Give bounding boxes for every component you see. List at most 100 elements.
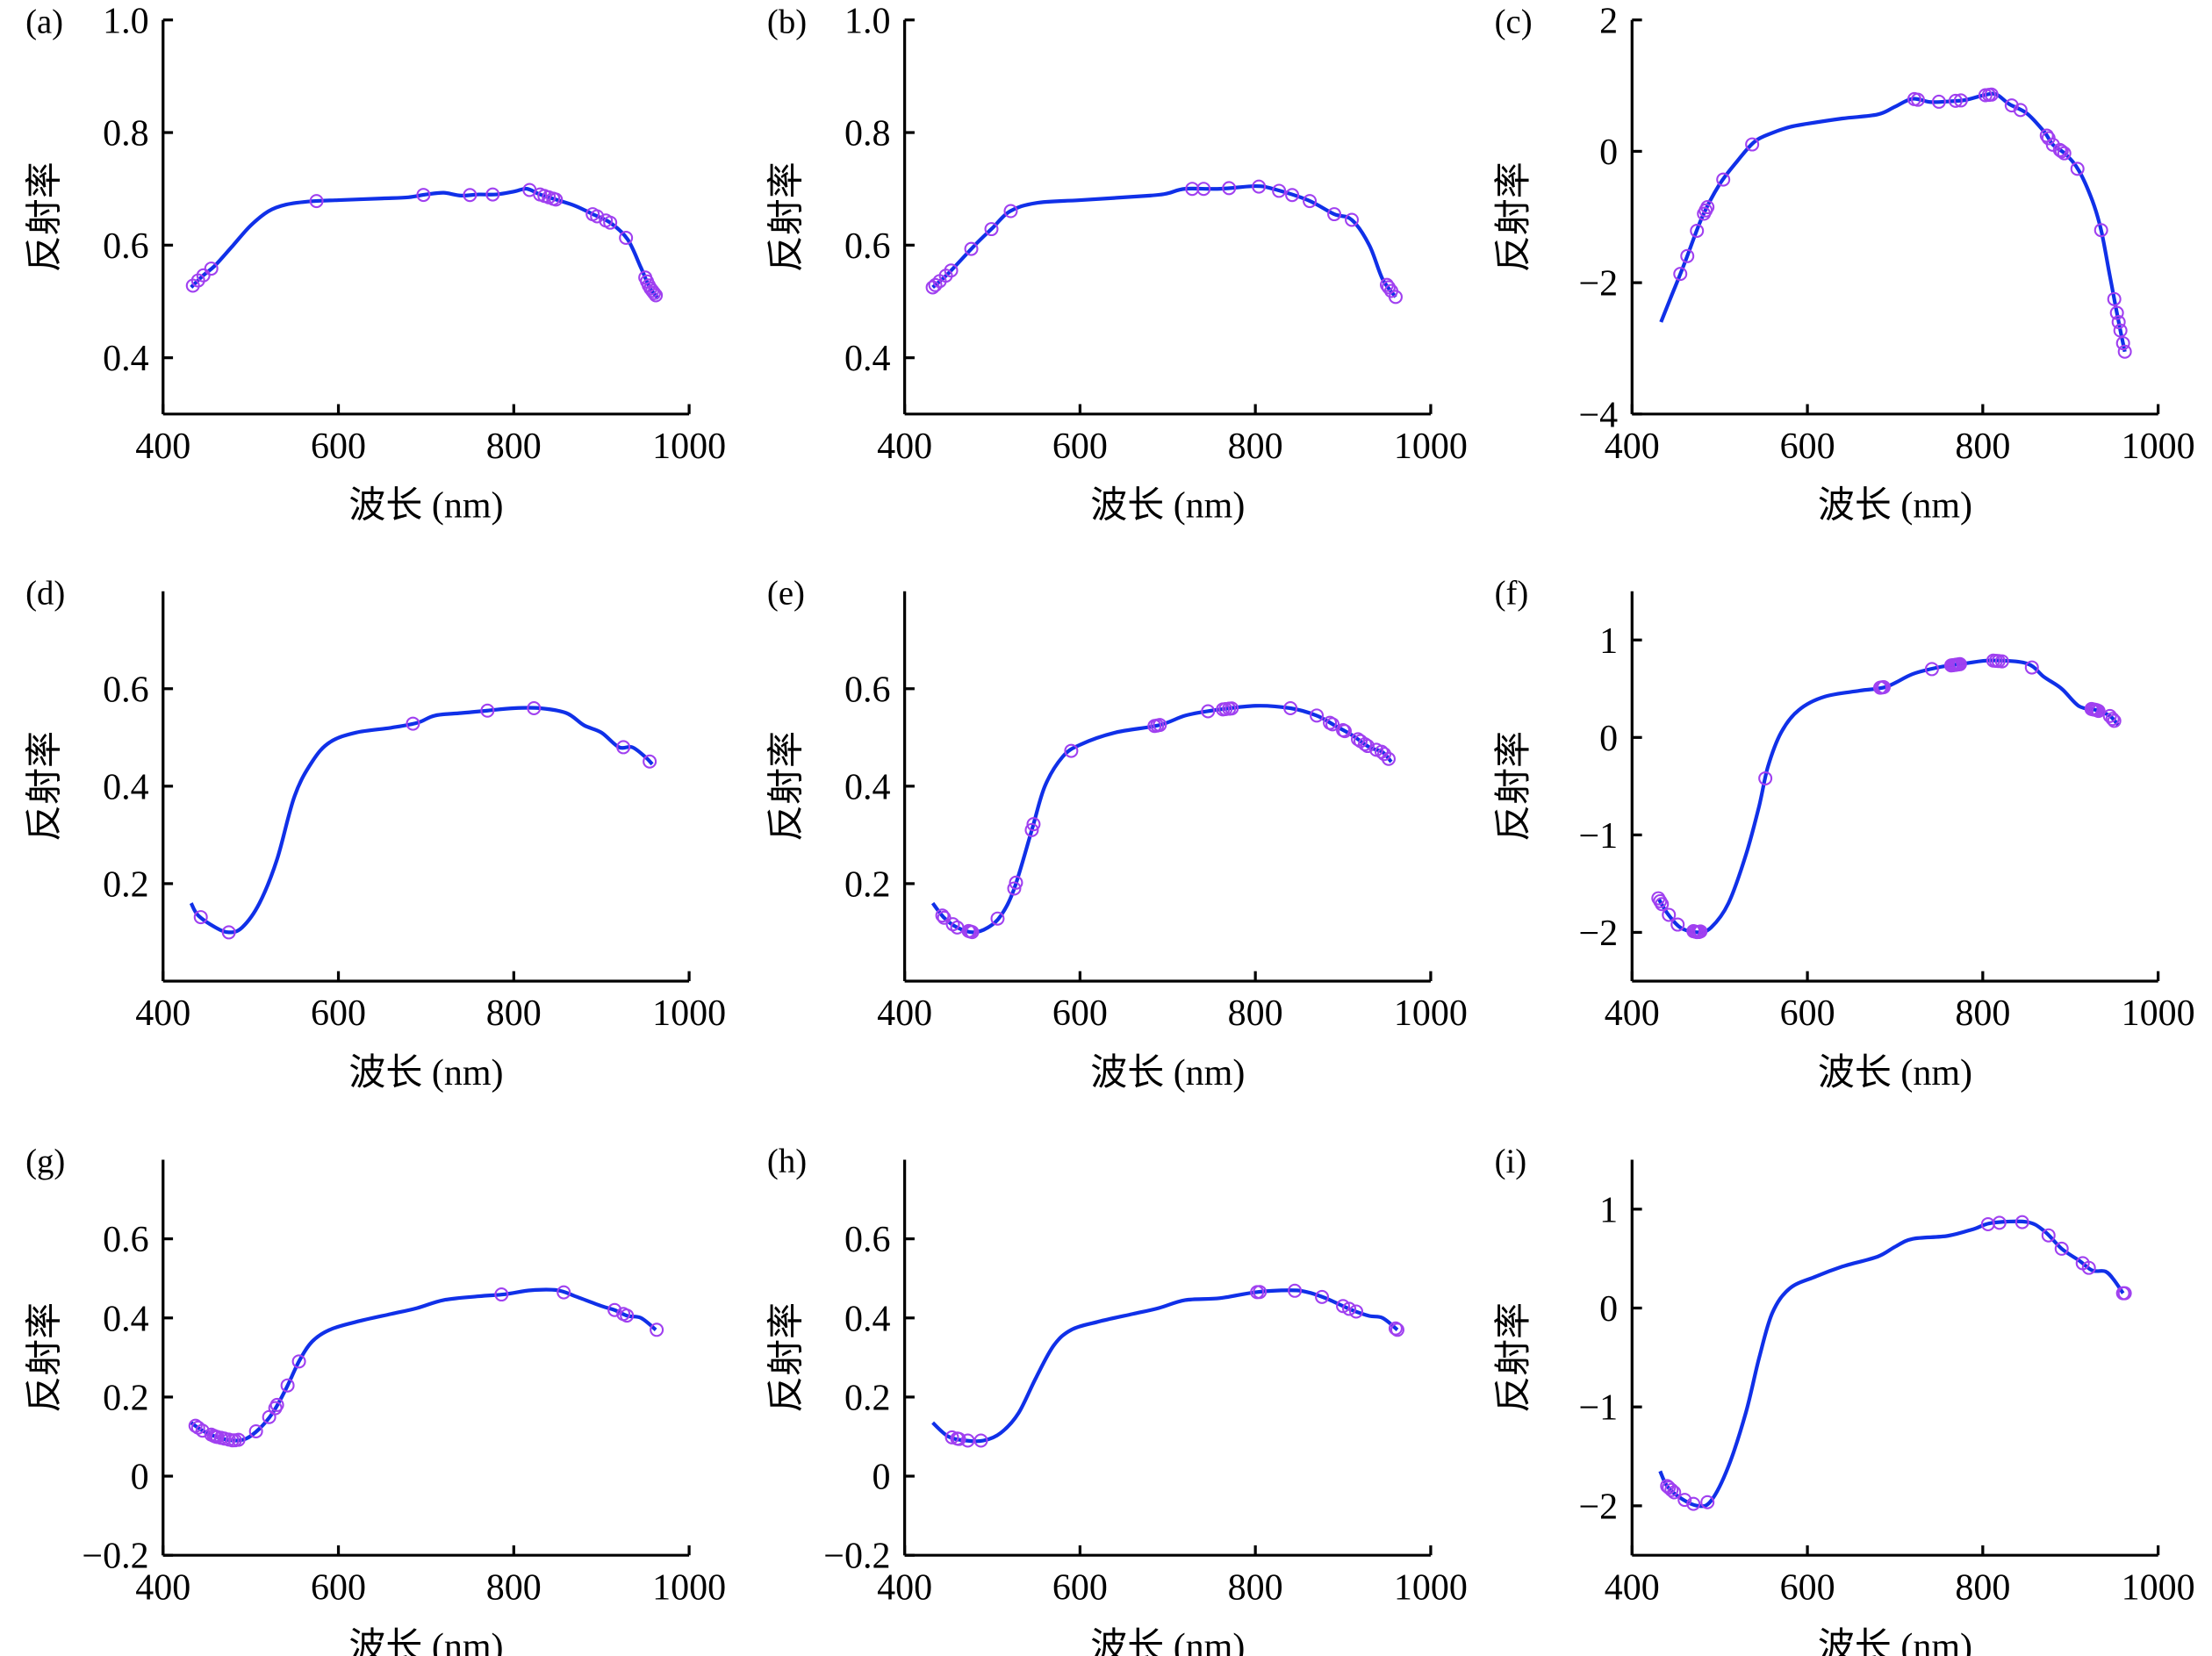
x-tick-label: 600 <box>311 427 366 467</box>
y-tick-label: 0.2 <box>103 1378 149 1418</box>
x-tick-label: 800 <box>1955 1567 2010 1608</box>
panel-d: (d) 400 600 800 1000 0.2 0.4 0.6 波长 (nm) 反射率 <box>25 574 726 1093</box>
x-tick-label: 1000 <box>2122 427 2195 467</box>
selected-wavelength-marker <box>188 1418 203 1433</box>
y-axis-title: 反射率 <box>25 1302 66 1413</box>
selected-wavelength-marker <box>952 1431 966 1446</box>
selected-wavelength-marker <box>937 910 952 925</box>
x-axis-title: 波长 (nm) <box>1090 1627 1245 1656</box>
panel-a: (a) 400 600 800 1000 0.4 0.6 0.8 1.0 波长 (nm) 反射率 <box>25 1 726 526</box>
selected-wavelength-marker <box>1349 1304 1364 1319</box>
panel-label: (h) <box>767 1143 807 1180</box>
y-tick-label: −2 <box>1578 914 1618 954</box>
x-tick-label: 1000 <box>652 993 726 1034</box>
x-tick-label: 1000 <box>2122 1567 2195 1608</box>
selected-wavelength-marker <box>1381 280 1396 295</box>
selected-wavelength-marker <box>195 1423 210 1438</box>
selected-wavelength-marker <box>1390 1323 1404 1337</box>
x-tick-label: 600 <box>311 1567 366 1608</box>
x-tick-label: 600 <box>1052 1567 1108 1608</box>
y-tick-label: 0 <box>131 1458 149 1498</box>
selected-wavelength-marker <box>1984 87 1999 102</box>
selected-wavelength-marker <box>2013 103 2028 118</box>
panel-e: (e) 400 600 800 1000 0.2 0.4 0.6 波长 (nm) 反射率 <box>765 574 1467 1093</box>
selected-wavelength-marker <box>2024 660 2039 675</box>
selected-wavelength-marker <box>607 1302 622 1317</box>
selected-wavelength-marker <box>1153 718 1167 733</box>
y-tick-label: 0.4 <box>103 339 149 379</box>
selected-wavelength-marker <box>2117 1286 2132 1301</box>
selected-wavelength-marker <box>944 1430 959 1445</box>
panel-f: (f) 400 600 800 1000 −2 −1 0 1 波长 (nm) 反射率 <box>1493 574 2194 1093</box>
selected-wavelength-marker <box>1064 743 1079 758</box>
selected-wavelength-marker <box>1338 724 1353 739</box>
panel-h: (h) 400 600 800 1000 −0.2 0 0.2 0.4 0.6 波长 (nm) 反射率 <box>765 1143 1467 1656</box>
x-tick-label: 1000 <box>2122 993 2195 1034</box>
selected-wavelength-marker <box>2081 1260 2096 1275</box>
selected-wavelength-marker <box>1310 708 1325 723</box>
selected-wavelength-marker <box>1224 701 1239 716</box>
selected-wavelength-marker <box>1693 924 1708 939</box>
selected-wavelength-marker <box>494 1287 509 1302</box>
spectrum-curve <box>931 1288 1399 1444</box>
selected-wavelength-marker <box>269 1397 284 1412</box>
y-axis-title: 反射率 <box>25 161 66 272</box>
y-tick-label: 0.4 <box>103 767 149 807</box>
selected-wavelength-marker <box>960 1433 975 1448</box>
y-tick-label: 0.2 <box>103 864 149 905</box>
selected-wavelength-marker <box>1758 771 1773 785</box>
selected-wavelength-marker <box>1910 92 1925 107</box>
panel-g: (g) 400 600 800 1000 −0.2 0 0.2 0.4 0.6 波长 (nm) 反射率 <box>25 1143 726 1656</box>
y-tick-label: 1 <box>1599 621 1618 662</box>
selected-wavelength-marker <box>1376 747 1391 762</box>
selected-wavelength-marker <box>1745 137 1760 152</box>
selected-wavelength-marker <box>2115 336 2130 351</box>
selected-wavelength-marker <box>2117 344 2132 359</box>
x-tick-label: 800 <box>1955 993 2010 1034</box>
spectrum-curve <box>190 186 660 300</box>
selected-wavelength-marker <box>990 911 1005 926</box>
y-tick-label: 0 <box>1599 133 1618 173</box>
y-axis-title: 反射率 <box>1493 731 1534 842</box>
x-tick-label: 600 <box>1052 427 1108 467</box>
y-tick-label: 0.4 <box>844 339 891 379</box>
selected-wavelength-marker <box>1716 172 1731 187</box>
selected-wavelength-marker <box>1381 751 1396 766</box>
selected-wavelength-marker <box>2107 291 2122 306</box>
selected-wavelength-marker <box>619 231 634 246</box>
selected-wavelength-marker <box>1667 1485 1682 1500</box>
y-tick-label: −0.2 <box>82 1537 148 1577</box>
y-tick-label: 2 <box>1599 1 1618 41</box>
selected-wavelength-marker <box>1325 717 1340 732</box>
x-tick-label: 400 <box>135 993 190 1034</box>
selected-wavelength-marker <box>1222 181 1237 196</box>
selected-wavelength-marker <box>2070 161 2085 176</box>
selected-wavelength-marker <box>204 262 219 276</box>
panel-b: (b) 400 600 800 1000 0.4 0.6 0.8 1.0 波长 (nm) 反射率 <box>765 1 1467 526</box>
selected-wavelength-marker <box>649 288 664 303</box>
x-tick-label: 800 <box>1955 427 2010 467</box>
selected-wavelength-marker <box>1931 94 1946 109</box>
selected-wavelength-marker <box>193 910 208 925</box>
x-tick-label: 400 <box>1605 993 1660 1034</box>
selected-wavelength-marker <box>603 215 618 230</box>
selected-wavelength-marker <box>291 1354 306 1369</box>
y-tick-label: −0.2 <box>823 1537 890 1577</box>
selected-wavelength-marker <box>221 925 236 940</box>
selected-wavelength-marker <box>1288 1283 1303 1298</box>
selected-wavelength-marker <box>463 188 478 203</box>
y-tick-label: 0.6 <box>844 226 891 267</box>
selected-wavelength-marker <box>643 754 657 769</box>
y-tick-label: 0.8 <box>103 114 149 154</box>
x-tick-label: 800 <box>486 993 542 1034</box>
spectrum-curve <box>1658 1219 2125 1509</box>
y-axis-title: 反射率 <box>765 731 807 842</box>
spectrum-curve <box>189 706 654 935</box>
selected-wavelength-marker <box>1948 93 1963 108</box>
x-axis-title: 波长 (nm) <box>348 1053 503 1093</box>
selected-wavelength-marker <box>1953 93 1968 108</box>
x-tick-label: 600 <box>311 993 366 1034</box>
selected-wavelength-marker <box>480 703 495 718</box>
y-tick-label: 0.4 <box>844 1299 891 1339</box>
